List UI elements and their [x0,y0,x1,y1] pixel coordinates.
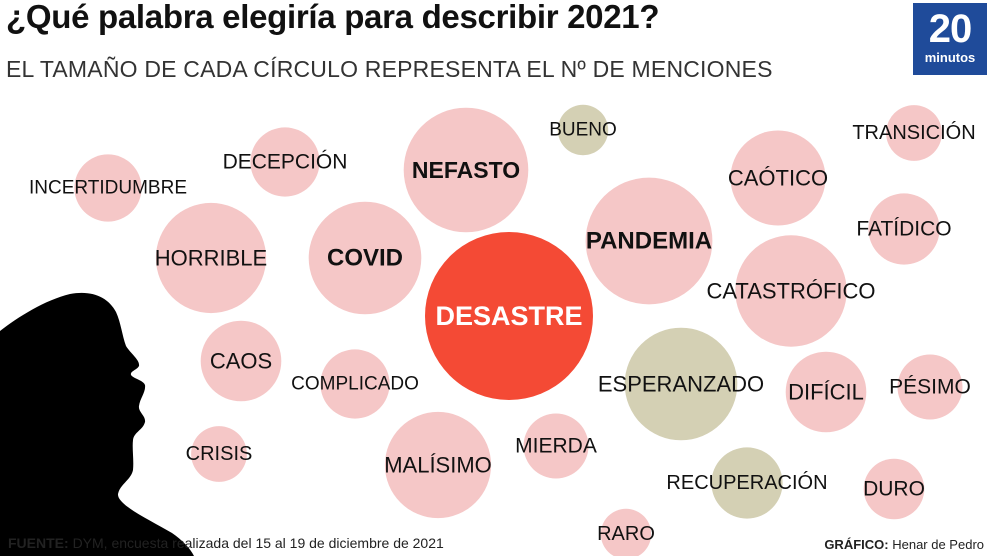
source-text: DYM, encuesta realizada del 15 al 19 de … [72,535,444,551]
bubble-transicion [886,105,942,161]
source-label: FUENTE: [8,535,69,551]
bubble-raro [600,508,652,556]
bubble-fatidico [868,193,940,265]
brand-logo: 20 minutos [913,3,987,75]
bubble-label-bueno: BUENO [549,120,617,141]
logo-word: minutos [924,50,976,65]
credit-text: Henar de Pedro [892,537,984,552]
credit-label: GRÁFICO: [824,537,889,552]
bubble-incertidumbre [74,154,142,222]
bubble-dificil [785,351,867,433]
bubble-label-nefasto: NEFASTO [412,157,520,183]
bubble-malisimo [384,411,492,519]
bubble-desastre [425,232,593,400]
credit-note: GRÁFICO: Henar de Pedro [824,537,984,552]
bubble-label-malisimo: MALÍSIMO [384,453,492,478]
bubble-label-dificil: DIFÍCIL [788,380,864,405]
bubble-label-catastrofico: CATASTRÓFICO [706,279,875,304]
bubble-label-crisis: CRISIS [186,443,253,465]
logo-number: 20 [928,7,973,51]
bubble-label-caotico: CAÓTICO [728,166,828,191]
bubble-bueno [557,104,609,156]
bubble-catastrofico [735,235,847,347]
bubble-label-covid: COVID [327,245,403,272]
bubble-label-complicado: COMPLICADO [291,374,419,395]
bubble-caos [200,320,282,402]
bubble-label-pandemia: PANDEMIA [586,228,712,255]
bubble-recuperacion [711,447,783,519]
bubble-label-caos: CAOS [210,349,272,374]
chart-title: ¿Qué palabra elegiría para describir 202… [6,0,660,35]
bubble-esperanzado [624,327,738,441]
bubble-nefasto [403,107,529,233]
bubble-label-incertidumbre: INCERTIDUMBRE [29,178,187,199]
source-note: FUENTE: DYM, encuesta realizada del 15 a… [8,535,444,551]
bubble-duro [863,458,925,520]
bubble-horrible [155,202,267,314]
bubble-pesimo [897,354,963,420]
bubble-pandemia [585,177,713,305]
bubble-decepcion [250,127,320,197]
bubble-label-mierda: MIERDA [515,435,597,458]
bubble-label-esperanzado: ESPERANZADO [598,372,764,397]
bubble-label-recuperacion: RECUPERACIÓN [666,471,827,494]
bubble-complicado [320,349,390,419]
bubble-label-raro: RARO [597,523,655,545]
bubble-crisis [191,426,247,482]
person-silhouette [0,292,194,556]
bubble-label-decepcion: DECEPCIÓN [223,151,348,174]
bubble-mierda [523,413,589,479]
bubble-label-transicion: TRANSICIÓN [852,121,975,144]
bubble-label-duro: DURO [863,478,925,501]
bubble-label-horrible: HORRIBLE [155,246,267,271]
bubble-label-fatidico: FATÍDICO [856,218,951,241]
bubble-label-pesimo: PÉSIMO [889,376,971,399]
bubble-covid [308,201,422,315]
chart-subtitle: EL TAMAÑO DE CADA CÍRCULO REPRESENTA EL … [6,56,773,82]
bubble-caotico [730,130,826,226]
bubble-label-desastre: DESASTRE [435,301,582,331]
